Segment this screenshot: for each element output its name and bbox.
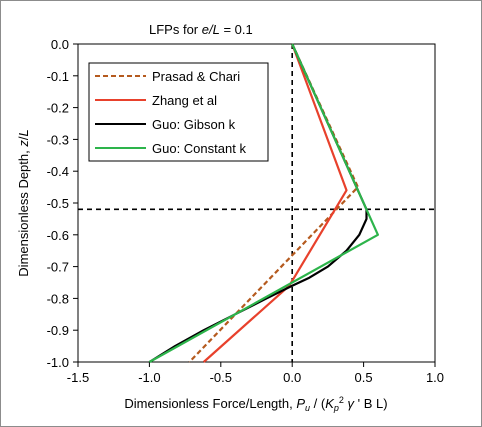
legend-label-prasad: Prasad & Chari — [152, 69, 240, 84]
x-tick-label: 0.0 — [283, 370, 301, 385]
y-tick-label: -0.5 — [47, 196, 69, 211]
y-tick-label: 0.0 — [51, 37, 69, 52]
series-line-3 — [148, 43, 379, 363]
reference-lines — [78, 44, 435, 362]
legend-label-guo-constant: Guo: Constant k — [152, 141, 246, 156]
chart-title: LFPs for e/L = 0.1 — [149, 22, 253, 37]
y-tick-label: -0.2 — [47, 101, 69, 116]
x-axis-title: Dimensionless Force/Length, Pu / (Kp2 γ … — [124, 395, 387, 413]
y-tick-label: -0.4 — [47, 164, 69, 179]
y-tick-label: -0.3 — [47, 132, 69, 147]
y-tick-label: -0.1 — [47, 69, 69, 84]
y-axis-title: Dimensionless Depth, z/L — [16, 129, 31, 276]
legend-label-zhang: Zhang et al — [152, 93, 217, 108]
x-tick-label: -0.5 — [210, 370, 232, 385]
x-tick-label: 0.5 — [355, 370, 373, 385]
legend-label-guo-gibson: Guo: Gibson k — [152, 117, 236, 132]
legend-box — [88, 62, 269, 162]
x-tick-label: -1.0 — [138, 370, 160, 385]
y-tick-label: -0.6 — [47, 228, 69, 243]
x-tick-label: 1.0 — [426, 370, 444, 385]
tick-group: -1.5 -1.0 -0.5 0.0 0.5 1.00.0-0.1-0.2-0.3-0.4… — [47, 37, 444, 385]
y-tick-label: -1.0 — [47, 355, 69, 370]
x-tick-label: -1.5 — [67, 370, 89, 385]
y-tick-label: -0.7 — [47, 260, 69, 275]
y-tick-label: -0.9 — [47, 323, 69, 338]
y-tick-label: -0.8 — [47, 291, 69, 306]
legend: Prasad & Chari Zhang et al Guo: Gibson k… — [88, 62, 269, 162]
series-line-1 — [202, 43, 348, 363]
series-group — [148, 43, 379, 363]
series-line-2 — [148, 43, 368, 363]
